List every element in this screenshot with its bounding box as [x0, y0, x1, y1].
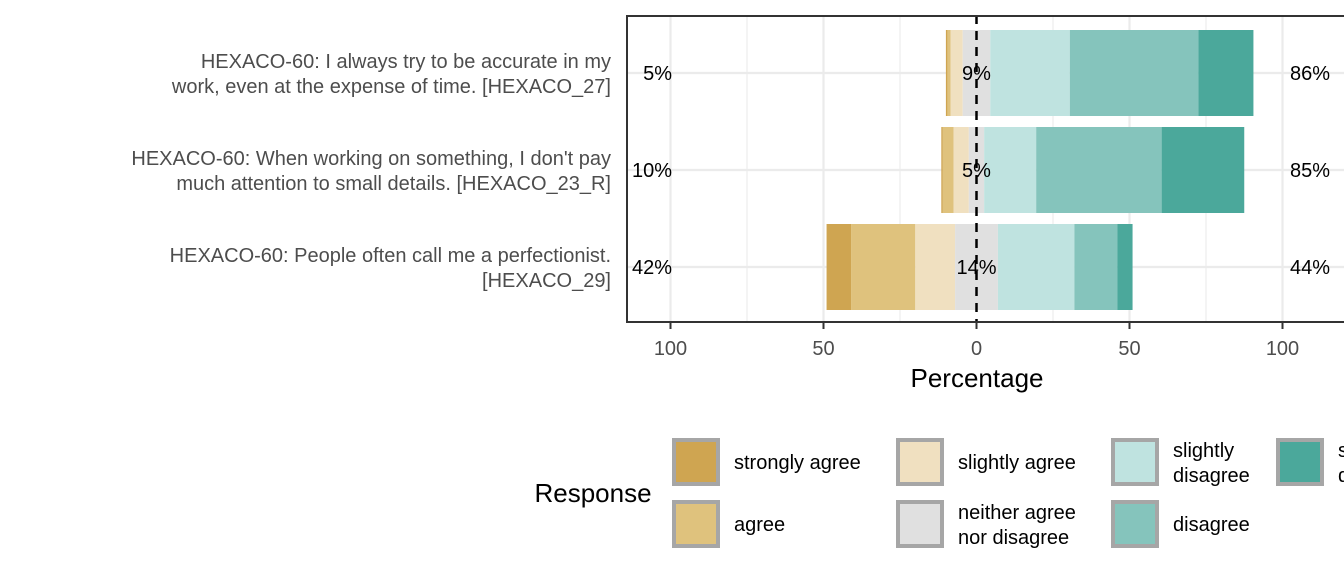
bar-segment	[950, 30, 963, 116]
category-label: HEXACO-60: I always try to be accurate i…	[171, 51, 611, 98]
legend-key	[672, 438, 720, 486]
legend-key	[896, 500, 944, 548]
center-percent-label: 14%	[956, 257, 996, 279]
x-tick-label: 100	[654, 338, 687, 360]
legend-item: strongly agree	[672, 438, 861, 486]
legend-label: neither agree nor disagree	[958, 502, 1076, 549]
legend-title: Response	[534, 478, 651, 508]
panel-border	[626, 15, 1344, 323]
center-percent-label: 5%	[962, 160, 991, 182]
x-tick-label: 100	[1266, 338, 1299, 360]
bars	[826, 30, 1254, 310]
bar-segment	[947, 30, 951, 116]
legend-item: disagree	[1111, 500, 1250, 548]
bar-segment	[1069, 30, 1199, 116]
bar-segment	[1161, 127, 1245, 213]
right-percent-label: 44%	[1290, 257, 1330, 279]
plot-frame	[626, 15, 1344, 323]
legend-key	[1111, 438, 1159, 486]
bar-segment	[915, 224, 956, 310]
category-label: HEXACO-60: When working on something, I …	[131, 148, 611, 195]
x-tick-label: 0	[971, 338, 982, 360]
right-percent-label: 86%	[1290, 63, 1330, 85]
x-axis-title: Percentage	[911, 363, 1044, 393]
legend: strongly agree agree slightly agree neither…	[672, 438, 1344, 549]
bar-segment	[1117, 224, 1133, 310]
bar-segment	[990, 30, 1070, 116]
legend-key	[1276, 438, 1324, 486]
bar-segment	[953, 127, 969, 213]
bar-segment	[1074, 224, 1118, 310]
bar-segment	[851, 224, 916, 310]
category-label: HEXACO-60: People often call me a perfec…	[170, 245, 611, 292]
left-percent-label: 42%	[632, 257, 672, 279]
category-labels: HEXACO-60: I always try to be accurate i…	[131, 51, 611, 292]
left-percent-label: 10%	[632, 160, 672, 182]
legend-label: strongly agree	[734, 452, 861, 474]
left-percent-label: 5%	[643, 63, 672, 85]
legend-item: slightly disagree	[1111, 438, 1250, 487]
x-ticks: 100 50 0 50 100	[654, 323, 1299, 360]
x-tick-label: 50	[812, 338, 834, 360]
bar-segment	[1036, 127, 1162, 213]
percent-labels: 5% 9% 86% 10% 5% 85% 42% 14% 44%	[632, 63, 1330, 279]
legend-label: disagree	[1173, 514, 1250, 536]
legend-label: slightly disagree	[1173, 440, 1250, 487]
bar-segment	[945, 30, 948, 116]
legend-item: neither agree nor disagree	[896, 500, 1076, 549]
bar-segment	[968, 127, 985, 213]
legend-item: stronglydisagree	[1276, 438, 1344, 487]
legend-item: agree	[672, 500, 785, 548]
center-percent-label: 9%	[962, 63, 991, 85]
bar-segment	[1198, 30, 1254, 116]
legend-key	[896, 438, 944, 486]
legend-key	[1111, 500, 1159, 548]
bar-segment	[997, 224, 1075, 310]
legend-key	[672, 500, 720, 548]
legend-label: stronglydisagree	[1338, 440, 1344, 487]
legend-label: agree	[734, 514, 785, 536]
legend-item: slightly agree	[896, 438, 1076, 486]
bar-segment	[826, 224, 852, 310]
bar-segment	[941, 127, 943, 213]
bar-segment	[942, 127, 954, 213]
legend-label: slightly agree	[958, 452, 1076, 474]
right-percent-label: 85%	[1290, 160, 1330, 182]
bar-segment	[984, 127, 1037, 213]
x-tick-label: 50	[1118, 338, 1140, 360]
